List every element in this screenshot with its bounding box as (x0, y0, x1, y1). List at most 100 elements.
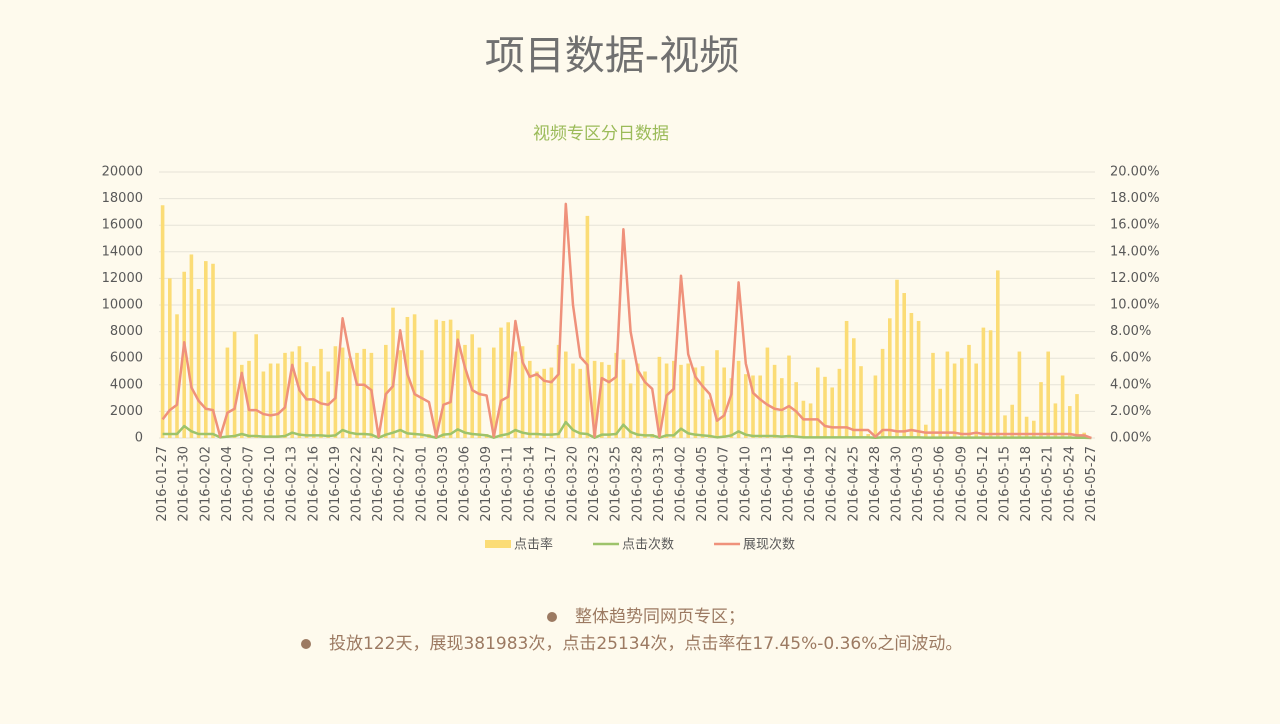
y-tick-label: 12000 (102, 271, 143, 286)
x-tick-label: 2016-03-03 (436, 446, 451, 522)
bar (391, 307, 395, 438)
y-tick-label: 18000 (102, 191, 143, 206)
slide-title: 项目数据-视频 (485, 33, 739, 79)
x-tick-label: 2016-01-30 (177, 446, 192, 522)
x-tick-label: 2016-05-03 (911, 446, 926, 522)
bar (679, 364, 683, 438)
x-tick-label: 2016-05-18 (1019, 446, 1034, 522)
bar (708, 399, 712, 438)
bar (895, 279, 899, 438)
bar (168, 278, 172, 438)
legend-label: 点击次数 (622, 537, 674, 553)
x-tick-label: 2016-02-19 (328, 446, 343, 522)
bar (722, 367, 726, 438)
y2-tick-label: 16.00% (1110, 218, 1160, 233)
bar (528, 360, 532, 438)
y2-tick-label: 2.00% (1110, 404, 1151, 419)
bar (319, 348, 323, 438)
bar (643, 371, 647, 438)
bar (808, 403, 813, 438)
bar (924, 424, 928, 438)
bar (578, 368, 582, 438)
bar (1046, 351, 1050, 438)
bar (362, 348, 366, 438)
x-tick-label: 2016-05-24 (1062, 446, 1077, 522)
bar (549, 367, 554, 438)
bar (751, 375, 755, 438)
y2-tick-label: 14.00% (1110, 244, 1160, 259)
bar (499, 327, 503, 438)
bar (348, 358, 352, 438)
bar (1060, 375, 1065, 438)
y2-tick-label: 0.00% (1110, 431, 1151, 446)
x-tick-label: 2016-03-31 (652, 446, 667, 522)
bar (434, 319, 438, 438)
bar (974, 363, 978, 438)
bar (175, 314, 179, 438)
x-tick-label: 2016-02-02 (198, 446, 213, 522)
y2-tick-label: 8.00% (1110, 324, 1151, 339)
chart-title: 视频专区分日数据 (533, 124, 669, 144)
bar (844, 320, 849, 438)
y-tick-label: 2000 (110, 404, 143, 419)
bar (312, 366, 316, 438)
bar (787, 355, 791, 438)
bar (916, 320, 921, 438)
bar (607, 364, 611, 438)
note: 整体趋势同网页专区； (575, 607, 745, 627)
bar (420, 350, 424, 438)
bar (866, 434, 870, 438)
bar (398, 350, 402, 438)
bar (506, 322, 510, 438)
x-tick-label: 2016-02-10 (263, 446, 278, 522)
x-tick-label: 2016-02-22 (350, 446, 365, 522)
x-tick-label: 2016-02-25 (371, 446, 386, 522)
bar (621, 359, 626, 438)
x-tick-label: 2016-03-09 (479, 446, 494, 522)
legend-swatch (485, 540, 511, 548)
x-tick-label: 2016-04-05 (695, 446, 710, 522)
bar (952, 363, 957, 438)
bar (204, 261, 208, 438)
x-tick-label: 2016-04-22 (825, 446, 840, 522)
bar (600, 362, 604, 438)
bar (780, 378, 784, 438)
bar (888, 318, 892, 438)
y2-tick-label: 20.00% (1110, 165, 1160, 180)
bar (441, 320, 446, 438)
x-tick-label: 2016-04-07 (717, 446, 732, 522)
bar (1068, 406, 1072, 438)
bar (960, 358, 964, 438)
y2-tick-label: 4.00% (1110, 377, 1151, 392)
x-tick-label: 2016-04-16 (782, 446, 797, 522)
y2-tick-label: 18.00% (1110, 191, 1160, 206)
bar (909, 312, 914, 438)
legend-label: 展现次数 (743, 537, 795, 553)
x-tick-label: 2016-02-16 (306, 446, 321, 522)
bar (686, 363, 690, 438)
x-tick-label: 2016-03-23 (587, 446, 602, 522)
y-tick-label: 16000 (102, 218, 143, 233)
bar (628, 383, 633, 438)
bar (636, 363, 640, 438)
x-tick-label: 2016-05-21 (1041, 446, 1056, 522)
bar (247, 360, 251, 438)
bar (744, 374, 748, 438)
bar (700, 366, 705, 438)
bar (902, 293, 906, 438)
bar (1053, 403, 1058, 438)
bar (196, 289, 201, 438)
bar (384, 344, 388, 438)
bar (981, 327, 986, 438)
x-tick-label: 2016-02-13 (285, 446, 300, 522)
bar (931, 352, 935, 438)
bar (988, 330, 993, 438)
bar (340, 347, 345, 438)
bar (758, 375, 762, 438)
bar (492, 347, 496, 438)
line (161, 202, 1092, 440)
bar (240, 364, 244, 438)
bar (1032, 420, 1036, 438)
bar (765, 347, 770, 438)
